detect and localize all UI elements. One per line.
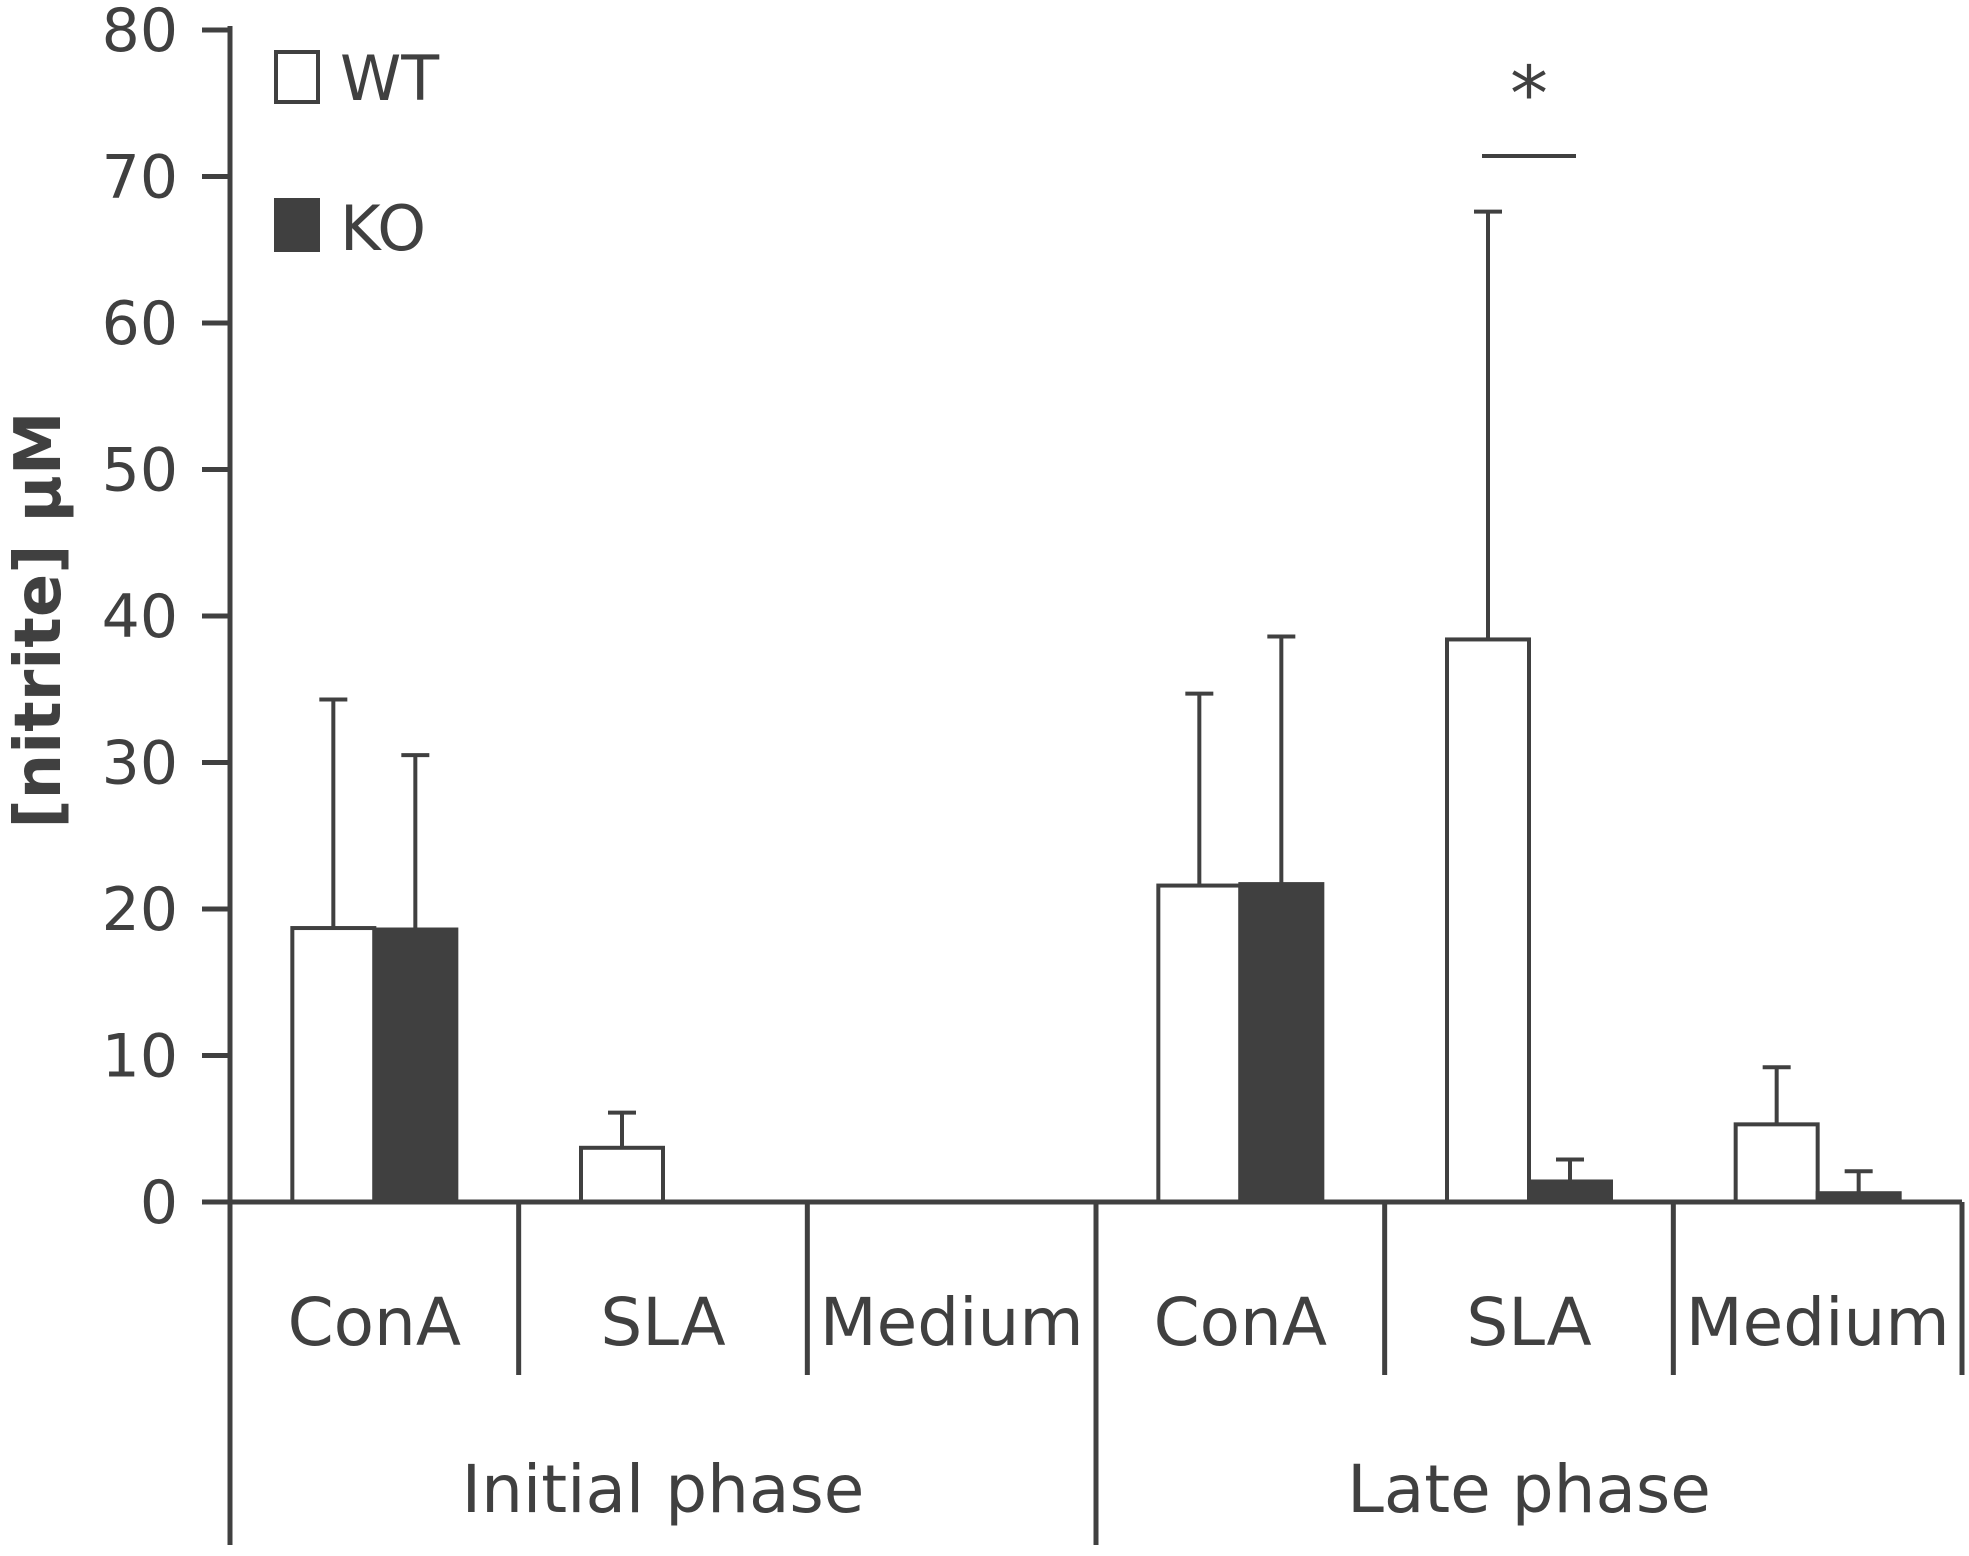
legend: WT KO	[274, 42, 440, 265]
labels-layer: 0 10 20 30 40 50 60 70 80 ConA SLA Medium Initial ph…	[102, 0, 1950, 1528]
bar-wt-5	[1733, 1122, 1820, 1204]
y-tick-label-50: 50	[102, 436, 178, 506]
group-label-0: Initial phase	[462, 1451, 865, 1528]
y-tick-label-10: 10	[102, 1022, 178, 1092]
y-tick-label-20: 20	[102, 875, 178, 945]
category-label-2: Medium	[820, 1284, 1084, 1361]
y-tick-label-40: 40	[102, 582, 178, 652]
bar-wt-1	[579, 1145, 665, 1205]
category-label-5: Medium	[1686, 1284, 1950, 1361]
category-label-1: SLA	[600, 1284, 725, 1361]
group-label-1: Late phase	[1347, 1451, 1711, 1528]
legend-label-wt: WT	[340, 42, 440, 115]
category-label-0: ConA	[288, 1284, 461, 1361]
category-label-4: SLA	[1466, 1284, 1591, 1361]
y-tick-label-70: 70	[102, 143, 178, 213]
y-tick-label-0: 0	[140, 1168, 178, 1238]
y-tick-label-80: 80	[102, 0, 178, 66]
y-tick-label-30: 30	[102, 729, 178, 799]
bar-ko-0	[372, 927, 459, 1204]
axes-layer	[202, 26, 1965, 1545]
y-tick-label-60: 60	[102, 289, 178, 359]
bars-layer	[290, 209, 1902, 1205]
bar-ko-4	[1527, 1179, 1613, 1204]
legend-swatch-ko	[274, 198, 320, 252]
category-label-3: ConA	[1154, 1284, 1327, 1361]
legend-label-ko: KO	[340, 192, 426, 265]
bar-wt-3	[1156, 883, 1243, 1204]
y-axis-title: [nitrite] µM	[2, 411, 76, 828]
bar-wt-0	[290, 926, 377, 1204]
significance-star: *	[1510, 49, 1548, 138]
legend-swatch-wt	[274, 50, 320, 104]
bar-ko-3	[1238, 882, 1325, 1204]
bar-wt-4	[1445, 637, 1531, 1204]
significance-annotation: *	[1482, 49, 1576, 158]
